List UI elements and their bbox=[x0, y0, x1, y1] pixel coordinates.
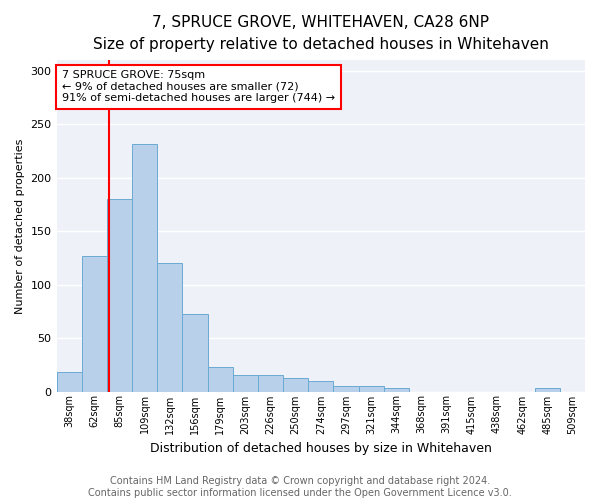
Bar bbox=[233, 376, 258, 392]
X-axis label: Distribution of detached houses by size in Whitehaven: Distribution of detached houses by size … bbox=[150, 442, 492, 455]
Bar bbox=[359, 386, 383, 392]
Bar bbox=[334, 386, 359, 392]
Bar bbox=[132, 144, 157, 392]
Bar bbox=[208, 367, 233, 392]
Bar bbox=[82, 256, 107, 392]
Bar bbox=[383, 388, 409, 392]
Bar bbox=[283, 378, 308, 392]
Bar bbox=[56, 372, 82, 392]
Bar bbox=[107, 199, 132, 392]
Bar bbox=[258, 376, 283, 392]
Y-axis label: Number of detached properties: Number of detached properties bbox=[15, 138, 25, 314]
Text: 7 SPRUCE GROVE: 75sqm
← 9% of detached houses are smaller (72)
91% of semi-detac: 7 SPRUCE GROVE: 75sqm ← 9% of detached h… bbox=[62, 70, 335, 103]
Title: 7, SPRUCE GROVE, WHITEHAVEN, CA28 6NP
Size of property relative to detached hous: 7, SPRUCE GROVE, WHITEHAVEN, CA28 6NP Si… bbox=[93, 15, 549, 52]
Bar bbox=[157, 264, 182, 392]
Bar bbox=[182, 314, 208, 392]
Text: Contains HM Land Registry data © Crown copyright and database right 2024.
Contai: Contains HM Land Registry data © Crown c… bbox=[88, 476, 512, 498]
Bar bbox=[308, 381, 334, 392]
Bar bbox=[535, 388, 560, 392]
